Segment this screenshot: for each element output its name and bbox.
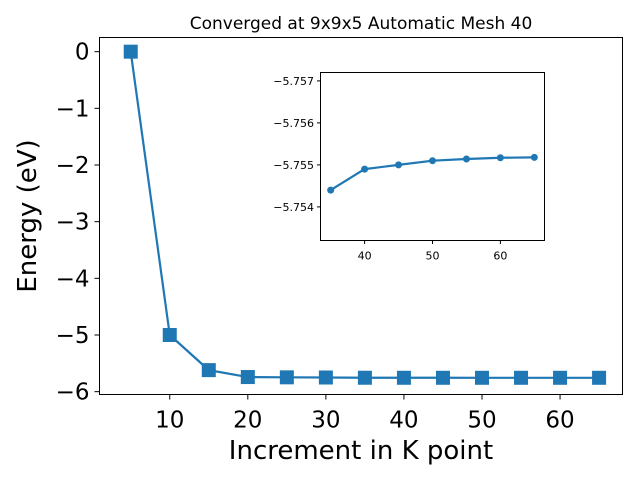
main-data-point: [123, 44, 138, 59]
inset-data-point: [395, 161, 403, 169]
main-y-tick-label: −2: [56, 153, 90, 179]
inset-data-point: [462, 155, 470, 163]
inset-data-point: [361, 165, 369, 173]
inset-y-tick-label: −5.756: [273, 117, 314, 130]
inset-background: [320, 72, 545, 241]
inset-y-tick-label: −5.754: [273, 201, 314, 214]
inset-series: [327, 153, 538, 194]
inset-data-point: [429, 157, 436, 165]
main-data-point: [592, 370, 607, 385]
inset-plot-frame: [320, 72, 545, 241]
main-data-point: [435, 370, 450, 385]
main-data-point: [318, 370, 333, 385]
main-y-tick-label: −4: [56, 266, 90, 292]
main-x-tick-label: 20: [233, 408, 262, 434]
main-plot-frame: [99, 37, 623, 395]
main-y-tick-label: −1: [56, 96, 90, 122]
main-data-point: [396, 370, 411, 385]
main-x-tick-label: 60: [545, 408, 574, 434]
inset-axis-ticks: 40 50 60 −5.757 −5.756 −5.755 −5.754: [273, 75, 507, 263]
main-data-point: [474, 370, 489, 385]
main-x-tick-label: 10: [155, 408, 184, 434]
main-data-point: [514, 370, 529, 385]
main-x-tick-label: 50: [467, 408, 496, 434]
inset-data-point: [530, 153, 538, 161]
main-y-tick-label: −6: [56, 380, 90, 406]
inset-data-point: [496, 154, 504, 162]
main-y-tick-label: −3: [56, 210, 90, 236]
inset-y-tick-label: −5.757: [273, 75, 314, 88]
main-data-point: [201, 363, 216, 378]
main-data-point: [279, 370, 294, 385]
main-data-point: [553, 370, 568, 385]
inset-y-tick-label: −5.755: [273, 159, 314, 172]
y-axis-label: Energy (eV): [13, 139, 43, 292]
x-axis-label: Increment in K point: [229, 436, 493, 466]
main-data-point: [162, 328, 177, 342]
main-series: [123, 44, 607, 385]
main-y-tick-label: −5: [56, 323, 90, 349]
main-data-point: [357, 370, 372, 385]
main-data-point: [240, 370, 255, 385]
inset-x-tick-label: 50: [426, 250, 440, 263]
inset-data-point: [327, 186, 335, 194]
main-x-tick-label: 30: [311, 408, 340, 434]
inset-x-tick-label: 40: [358, 250, 372, 263]
main-axis-ticks: 10 20 30 40 50 60 0 −1 −2 −3 −4 −5 −6: [56, 40, 575, 434]
inset-chart: 40 50 60 −5.757 −5.756 −5.755 −5.754: [273, 72, 545, 263]
inset-x-tick-label: 60: [493, 250, 507, 263]
main-x-tick-label: 40: [389, 408, 418, 434]
main-y-tick-label: 0: [75, 40, 90, 66]
chart-title: Converged at 9x9x5 Automatic Mesh 40: [190, 14, 533, 34]
